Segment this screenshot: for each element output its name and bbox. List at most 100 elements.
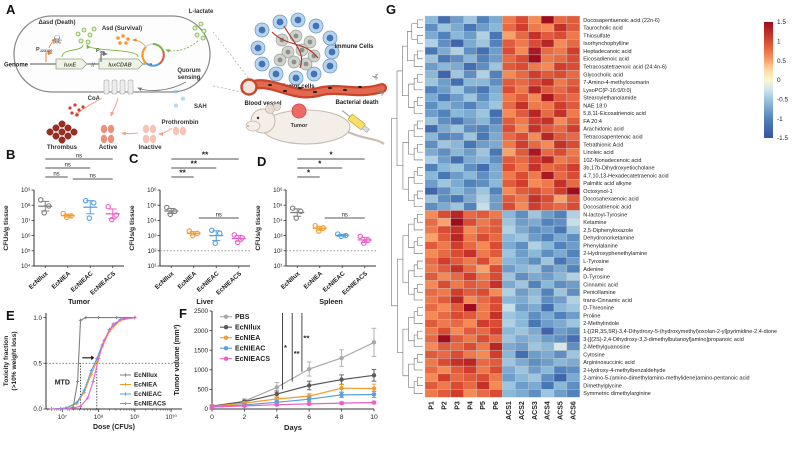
row-dendrogram-branch [413, 311, 423, 324]
heatmap-cell [450, 70, 464, 79]
data-point [239, 235, 246, 241]
row-dendrogram-branch [417, 354, 423, 363]
heatmap-cell [450, 31, 464, 40]
heatmap-cell [566, 93, 580, 102]
heatmap-cell [528, 295, 542, 305]
heatmap-cell [515, 210, 529, 219]
row-label: Tetrathionic Acid [583, 142, 623, 148]
row-dendrogram-branch [413, 194, 423, 207]
heatmap-cell [540, 186, 555, 196]
data-point [68, 213, 75, 219]
significance-label: ** [202, 150, 209, 160]
data-marker-plus [122, 316, 126, 321]
row-label: NAE 18:0 [583, 103, 607, 109]
heatmap-cell [502, 54, 516, 63]
heatmap-cell [540, 124, 555, 133]
row-label: Linoleic acid [583, 150, 613, 156]
heatmap-cell [528, 85, 542, 94]
data-point [339, 377, 344, 382]
heatmap-cell [463, 46, 477, 56]
significance-label: * [284, 343, 287, 352]
x-tick-label: 0 [210, 414, 214, 421]
heatmap-cell [437, 62, 451, 71]
heatmap-cell [450, 23, 464, 32]
heatmap-cell [515, 373, 529, 382]
x-tick-label: 6 [307, 414, 311, 421]
y-axis-label: CFUs/g tissue [255, 205, 262, 251]
heatmap-cell [489, 101, 503, 110]
heatmap-cell [450, 124, 464, 133]
data-point [83, 197, 89, 204]
growth-curve [211, 374, 375, 407]
label-dasd-death: Δasd (Death) [39, 20, 76, 26]
heatmap-cell [502, 23, 516, 32]
heatmap-cell [437, 365, 451, 375]
heatmap-cell [502, 233, 516, 242]
heatmap-cell [515, 272, 529, 281]
heatmap-cell [489, 171, 503, 180]
heatmap-cell [476, 319, 490, 328]
heatmap-cell [424, 171, 439, 180]
heatmap-cell [450, 389, 464, 398]
x-tick-label: 4 [275, 414, 279, 421]
row-dendrogram-branch [402, 235, 409, 283]
heatmap-cell [463, 225, 477, 235]
orange-molecule-cluster [116, 34, 130, 45]
heatmap-cell [553, 288, 568, 297]
bacteria-in-vessel [268, 83, 362, 94]
membrane-channels [103, 79, 134, 95]
row-dendrogram-branch [408, 177, 415, 202]
heatmap-cell [553, 62, 568, 71]
data-point [365, 237, 372, 243]
heatmap-cell [540, 15, 555, 24]
heatmap-cell [476, 62, 490, 71]
data-point [307, 397, 312, 402]
heatmap-cell [437, 249, 451, 258]
heatmap-cell [450, 202, 464, 211]
zoom-connector-1 [212, 31, 251, 81]
tumor-microvessels [271, 25, 319, 69]
x-category-label: EcNIlux [154, 270, 176, 291]
heatmap-cell [528, 202, 542, 211]
data-marker-plus [78, 318, 83, 323]
heatmap-cell [424, 163, 439, 172]
heatmap-cell [515, 202, 529, 211]
row-label: Octoxynol-1 [583, 189, 612, 195]
x-category-label: EcNIEA [50, 270, 72, 291]
heatmap-cell [450, 264, 464, 273]
bacterial-death-marks [371, 73, 385, 96]
heatmap-cell [528, 241, 542, 250]
significance-label: ** [303, 333, 309, 342]
heatmap-cell [450, 155, 464, 164]
heatmap-cell [476, 101, 490, 110]
heatmap-cell [476, 148, 490, 157]
heatmap-cell [528, 303, 542, 312]
data-point [163, 204, 170, 211]
heatmap-cell [424, 241, 439, 250]
chart-title: Liver [196, 297, 213, 306]
heatmap-cell [502, 171, 516, 180]
row-dendrogram-branch [413, 264, 423, 277]
heatmap-cell [528, 327, 542, 336]
heatmap-cell [502, 210, 516, 219]
colorbar-tick-label: 0.5 [777, 58, 786, 65]
heatmap-cell [528, 389, 542, 398]
heatmap-cell [540, 225, 555, 235]
row-label: Tetracosapentenoic acid [583, 134, 642, 140]
heatmap-cell [450, 39, 464, 48]
gene-luxcdab-arrow [98, 58, 144, 70]
heatmap-cell [463, 350, 477, 359]
column-label: ACS3 [532, 401, 539, 420]
heatmap-cell [566, 163, 580, 172]
x-category-label: EcNIEA [176, 270, 198, 291]
svg-text:❄: ❄ [180, 95, 186, 103]
heatmap-cell [476, 257, 490, 266]
heatmap-cell [566, 381, 580, 390]
heatmap-cell [566, 257, 580, 266]
heatmap-cell [463, 78, 477, 87]
y-tick-label: 10⁷ [21, 218, 30, 225]
heatmap-cell [540, 54, 555, 63]
y-tick-label: 2500 [194, 308, 209, 315]
row-label: Docosapentaenoic acid (22n-6) [583, 18, 660, 24]
heatmap-cell [437, 148, 451, 157]
